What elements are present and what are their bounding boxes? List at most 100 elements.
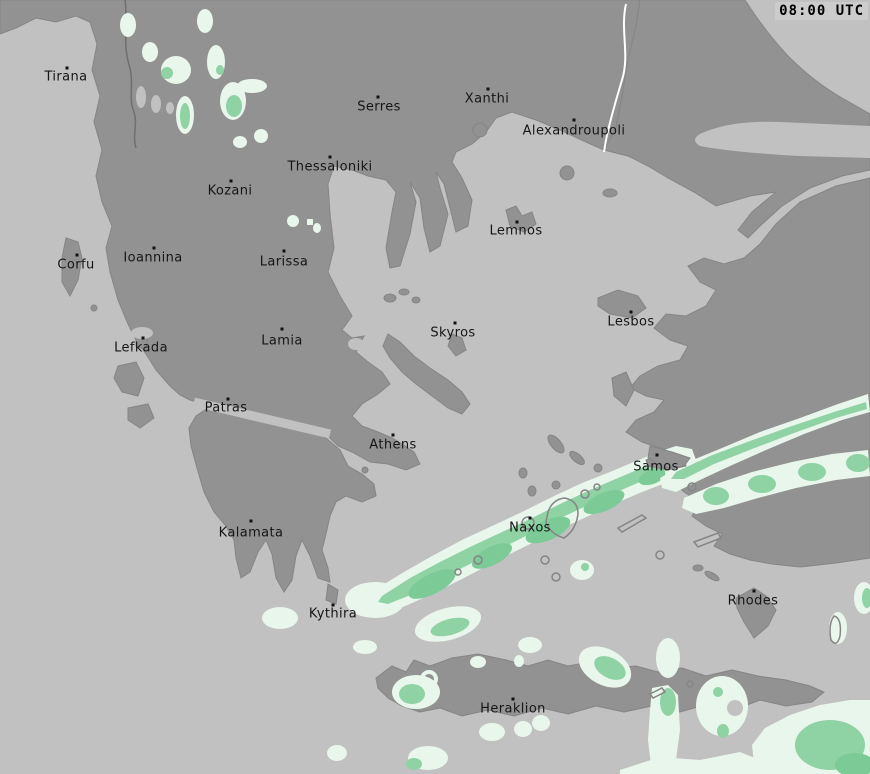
island-outline-ios: [540, 555, 550, 565]
precip-hole: [727, 700, 743, 716]
precip-core: [862, 588, 870, 608]
island-corfu: [61, 237, 83, 298]
ambracian-gulf: [131, 327, 153, 339]
precip-core: [180, 103, 190, 129]
precip-cell: [518, 637, 542, 653]
lake-small: [166, 102, 174, 114]
precip-cell: [570, 560, 594, 580]
precip-cell: [514, 721, 532, 737]
precip-core: [430, 617, 470, 637]
precip-cell: [353, 640, 377, 654]
island-outline: [580, 489, 590, 499]
precip-core: [717, 724, 729, 738]
island-outline-paros: [521, 516, 535, 530]
timestamp: 08:00 UTC: [775, 2, 868, 20]
gulf-of-corinth: [192, 397, 332, 439]
island-outline-santorini: [551, 572, 561, 582]
precip-core-heavy: [835, 753, 870, 774]
precip-cell: [287, 215, 299, 227]
precip-cell: [233, 136, 247, 148]
island-rhodes: [735, 587, 777, 639]
precip-layer: [120, 9, 870, 774]
island-skyros: [447, 333, 467, 357]
lake-ohrid: [136, 86, 146, 108]
island-outline: [593, 483, 601, 491]
precip-cell: [829, 612, 847, 644]
precip-core: [713, 687, 723, 697]
precip-core: [798, 463, 826, 481]
island-andros: [547, 434, 565, 454]
precip-cell: [532, 715, 550, 731]
island-tinos: [569, 450, 585, 466]
precip-cell: [142, 42, 158, 62]
precip-core-heavy: [583, 489, 625, 515]
sea-overlay-layer: [131, 86, 870, 439]
island-outline-kasos: [648, 687, 667, 699]
precip-cell: [470, 656, 486, 668]
island-outline: [686, 680, 694, 688]
precip-band-upper-core: [671, 402, 867, 479]
precip-core: [703, 487, 729, 505]
island-dodecanese-2: [692, 564, 704, 572]
precip-cell: [656, 638, 680, 678]
precip-band-lower: [682, 450, 870, 514]
island-outline-milos: [473, 555, 483, 565]
precip-core: [406, 758, 422, 770]
island-kea: [518, 467, 528, 479]
precip-ring: [420, 670, 438, 688]
island-lesbos: [597, 289, 647, 319]
precip-core-heavy: [638, 468, 666, 486]
island-paxi: [90, 304, 98, 312]
landmass-thrace: [603, 0, 870, 239]
precip-cell: [696, 676, 748, 736]
island-dodecanese-1: [704, 570, 720, 582]
precip-cell: [254, 129, 268, 143]
island-lemnos: [505, 205, 537, 233]
island-outline-amorgos: [616, 514, 648, 533]
lake-prespa: [151, 95, 161, 113]
landmass-peloponnese: [188, 407, 377, 593]
precip-core: [748, 475, 776, 493]
island-mykonos: [593, 463, 603, 473]
island-syros: [551, 480, 561, 490]
precip-cell: [514, 655, 524, 667]
island-kythnos: [527, 485, 537, 497]
island-zakynthos: [127, 403, 155, 429]
precip-core: [594, 656, 626, 680]
precip-cell: [197, 9, 213, 33]
island-kythira: [325, 583, 339, 605]
island-outline-naxos: [545, 497, 579, 539]
island-outline: [454, 568, 462, 576]
island-evia: [382, 333, 471, 415]
island-gokceada: [602, 188, 618, 198]
precip-cell: [327, 745, 347, 761]
landmass-balkans: [0, 0, 641, 471]
precip-core: [216, 65, 224, 75]
precip-core-heavy: [525, 516, 571, 544]
precip-cell: [313, 223, 321, 233]
precip-cell: [120, 13, 136, 37]
precip-core: [226, 95, 242, 117]
island-outline-astypalea: [655, 550, 665, 560]
island-thasos: [472, 122, 488, 138]
precip-core: [581, 563, 589, 571]
precip-core-heavy: [408, 569, 456, 599]
island-outline-kos: [692, 532, 723, 548]
precip-fringe-bottom: [620, 752, 760, 774]
island-samothrace: [559, 165, 575, 181]
anatolia-coast-tip: [647, 445, 691, 469]
island-chios: [611, 371, 635, 407]
precip-cell: [479, 723, 505, 741]
precip-core: [399, 684, 425, 704]
sea-marmara: [695, 121, 870, 158]
precip-core: [161, 67, 173, 79]
precip-cell: [237, 79, 267, 93]
island-kefalonia: [113, 361, 145, 397]
border-evros-white: [603, 3, 627, 153]
island-outline-karpathos: [829, 615, 842, 644]
pagasetic-gulf: [348, 338, 364, 350]
island-sporades-1: [383, 293, 397, 303]
precip-core: [660, 688, 676, 716]
